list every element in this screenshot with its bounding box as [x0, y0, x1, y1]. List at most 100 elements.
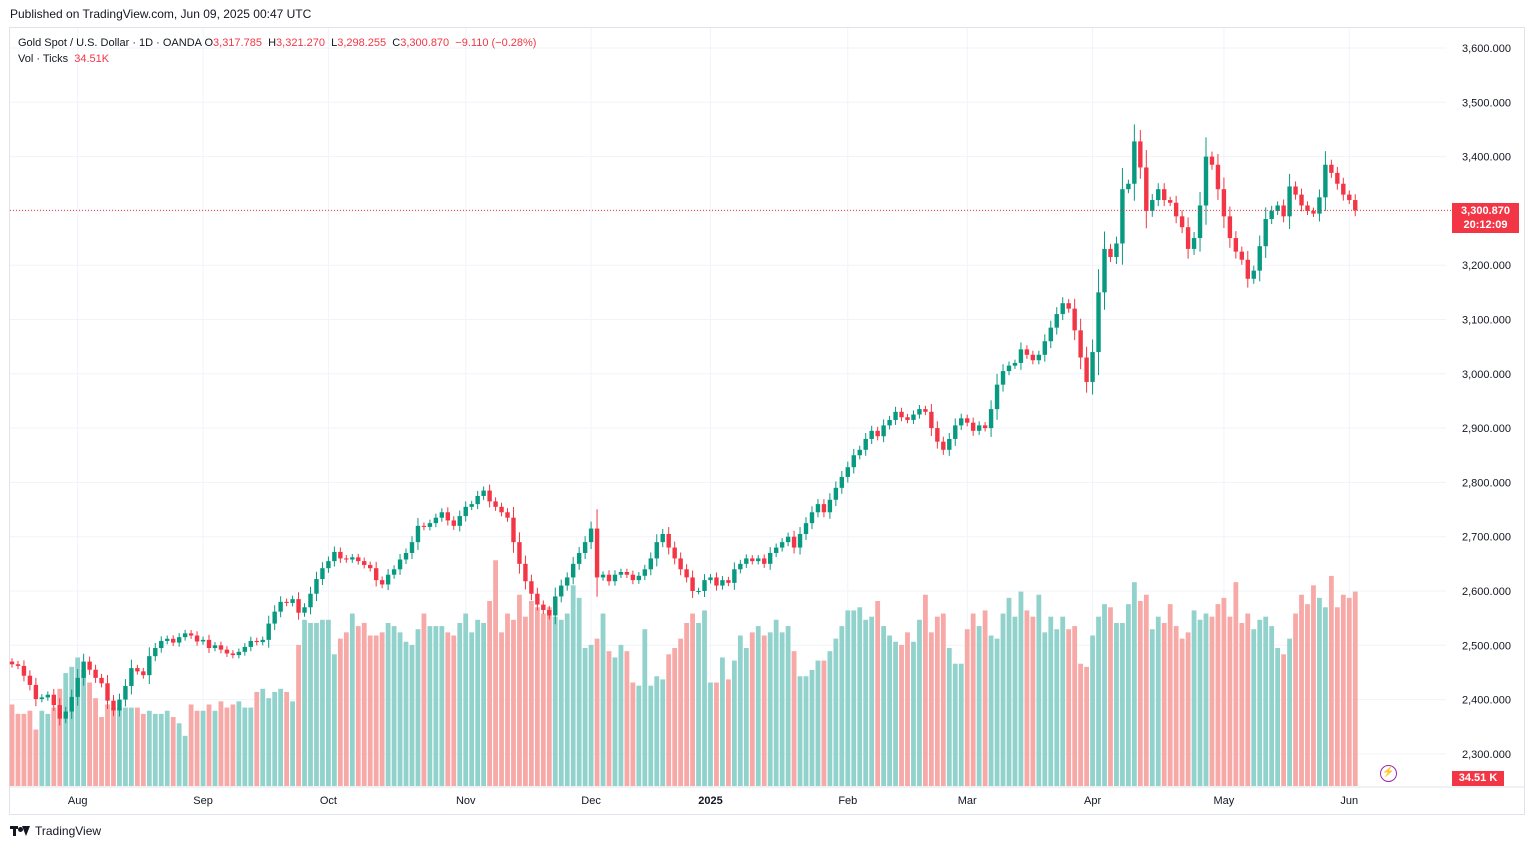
volume-bar [552, 616, 558, 786]
candle-body [535, 593, 540, 605]
candle-body [803, 523, 809, 534]
volume-bar [540, 613, 546, 786]
symbol-title[interactable]: Gold Spot / U.S. Dollar · 1D · OANDA [18, 37, 202, 49]
volume-bar [899, 644, 904, 786]
volume-bar [230, 704, 236, 786]
time-tick-label: Sep [193, 795, 213, 807]
volume-bar [33, 729, 39, 786]
candle-body [815, 504, 821, 513]
volume-bar [666, 654, 672, 786]
candle-body [1185, 227, 1191, 249]
candle-body [917, 409, 922, 415]
volume-bar [457, 622, 463, 786]
candle-body [338, 551, 343, 559]
candle-body [1036, 354, 1042, 361]
candle-body [672, 547, 677, 559]
candle-body [1114, 243, 1119, 258]
candle-body [911, 414, 916, 420]
candle-body [1257, 246, 1262, 271]
volume-bar [1221, 597, 1227, 786]
published-caption: Published on TradingView.com, Jun 09, 20… [10, 7, 312, 21]
volume-bar [839, 626, 845, 786]
volume-bar [1269, 626, 1275, 786]
candle-body [194, 635, 200, 642]
volume-bar [511, 619, 516, 786]
volume-bar [260, 688, 266, 786]
change-value: −9.110 (−0.28%) [455, 37, 537, 49]
candle-body [487, 490, 492, 502]
candle-body [630, 574, 636, 581]
volume-bar [863, 619, 869, 786]
candle-body [302, 607, 307, 613]
candle-body [582, 542, 588, 553]
time-tick-label: May [1214, 795, 1235, 807]
volume-bar [1257, 619, 1263, 786]
footer-brand[interactable]: TradingView [10, 824, 101, 838]
candle-body [732, 569, 737, 583]
volume-bar [206, 704, 212, 786]
volume-bar [881, 626, 887, 786]
candle-body [415, 525, 421, 543]
volume-bar [696, 622, 701, 786]
volume-bar [821, 660, 827, 786]
candle-body [45, 694, 51, 698]
candle-body [1203, 156, 1209, 206]
candle-body [541, 604, 546, 611]
candle-body [1323, 164, 1328, 198]
candle-body [99, 677, 104, 684]
candle-body [881, 425, 886, 437]
volume-bar [379, 632, 385, 786]
candle-body [1275, 205, 1280, 211]
candle-body [206, 639, 212, 649]
candle-body [141, 671, 146, 676]
candle-body [553, 596, 558, 616]
volume-bar [702, 610, 707, 786]
candle-body [600, 574, 606, 578]
candle-body [356, 557, 361, 562]
volume-bar [314, 622, 319, 786]
volume-bar [660, 679, 666, 786]
volume-bar [493, 560, 498, 786]
candle-body [200, 639, 206, 642]
candle-body [379, 580, 385, 585]
volume-bar [1108, 607, 1113, 786]
volume-bar [642, 629, 648, 786]
candle-body [1311, 210, 1316, 214]
candle-body [947, 438, 952, 450]
candle-body [791, 536, 797, 548]
candle-body [344, 558, 349, 560]
open-label: O [204, 37, 214, 49]
candle-body [684, 569, 689, 578]
candle-body [714, 577, 719, 586]
candle-body [1287, 186, 1292, 217]
candle-body [1209, 156, 1215, 165]
candle-body [660, 533, 665, 543]
volume-bar [123, 707, 128, 786]
candle-body [153, 648, 158, 657]
volume-bar [911, 641, 916, 786]
volume-bar [1018, 591, 1024, 786]
candle-body [272, 611, 277, 624]
volume-label[interactable]: Vol · Ticks [18, 53, 69, 65]
volume-bar [57, 688, 63, 786]
chart-legend[interactable]: Gold Spot / U.S. Dollar · 1D · OANDA O3,… [18, 35, 536, 67]
candle-body [1162, 189, 1167, 201]
candle-body [1215, 164, 1221, 190]
candle-body [242, 646, 248, 652]
lightning-icon[interactable]: ⚡ [1380, 765, 1397, 782]
chart-frame[interactable] [9, 27, 1525, 815]
volume-bar [517, 594, 522, 786]
candle-body [278, 601, 283, 612]
candle-body [284, 601, 289, 603]
volume-bar [1215, 604, 1221, 786]
candle-body [875, 430, 880, 437]
volume-bar [905, 632, 910, 786]
candle-body [976, 425, 982, 431]
volume-bar [140, 713, 146, 786]
volume-bar [278, 688, 284, 786]
candle-body [314, 579, 319, 594]
volume-bar [875, 601, 881, 786]
candle-body [254, 640, 259, 643]
candle-body [905, 417, 910, 420]
